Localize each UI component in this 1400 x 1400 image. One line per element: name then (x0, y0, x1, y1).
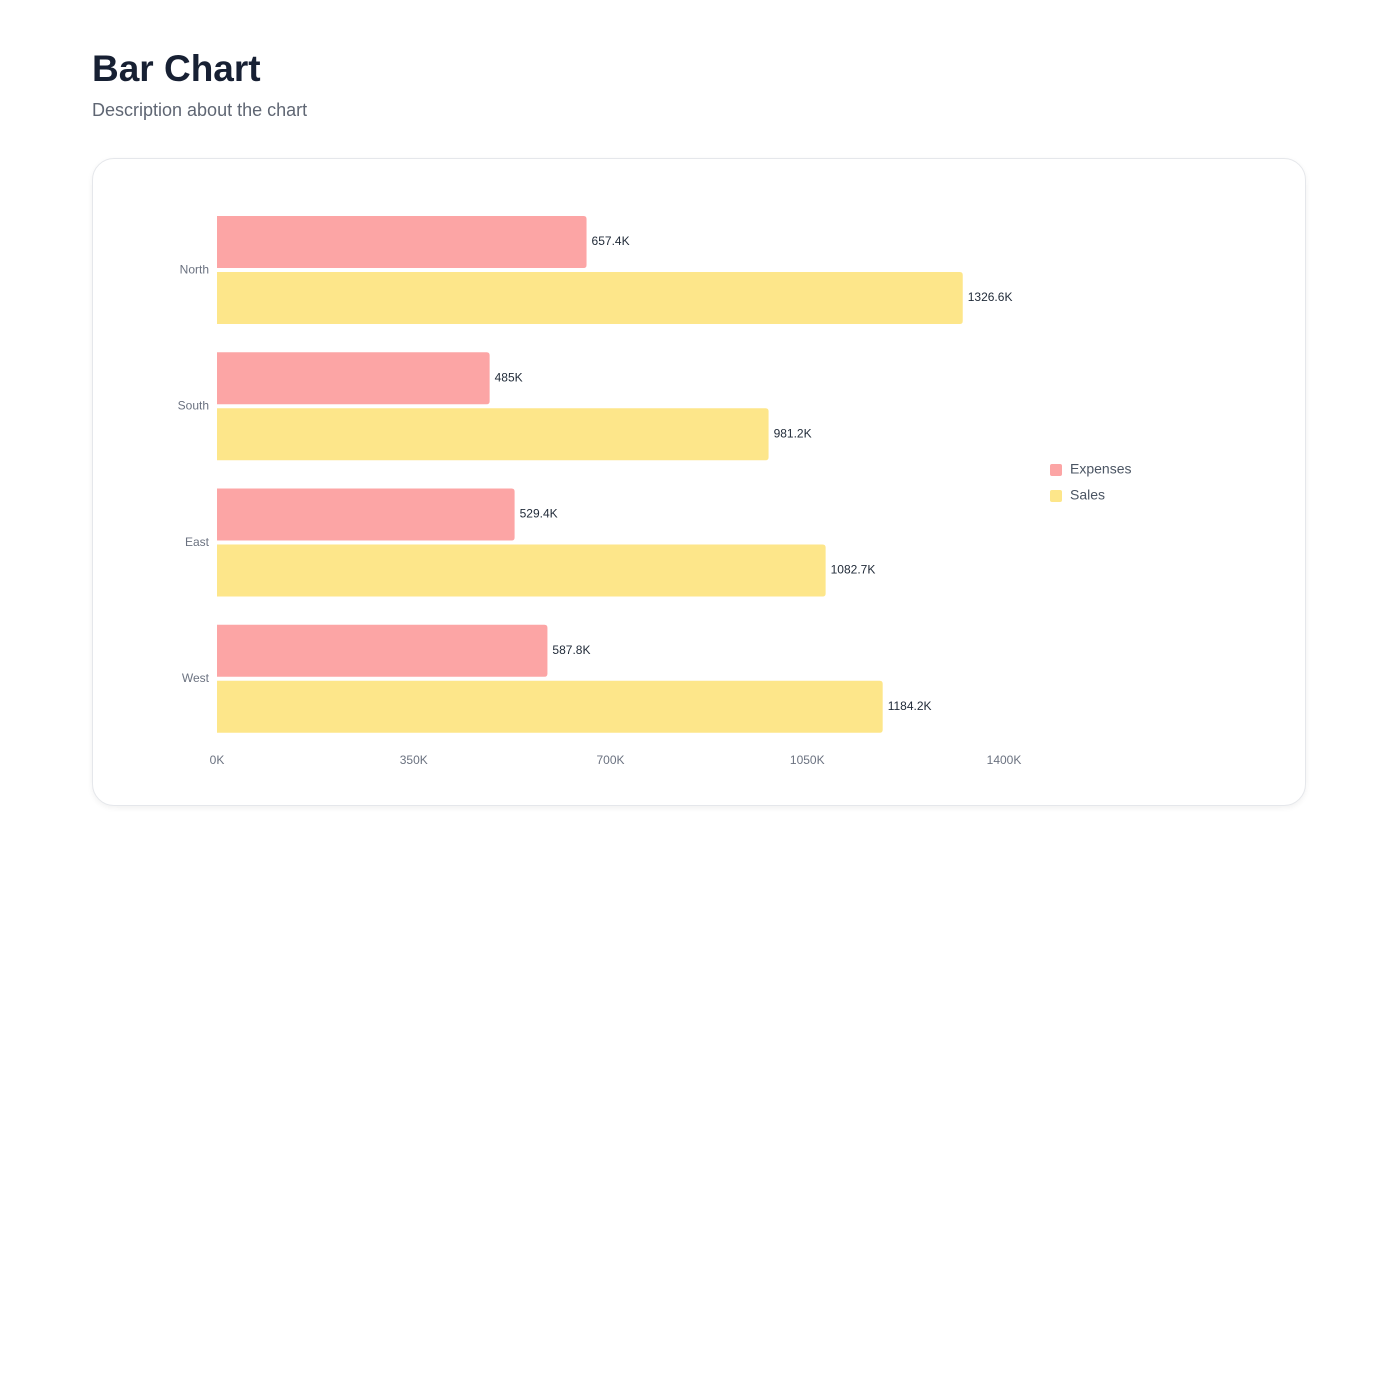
bar (217, 624, 548, 677)
value-label: 529.4K (520, 507, 558, 521)
legend-swatch (1050, 464, 1062, 476)
chart-title: Bar Chart (92, 48, 261, 89)
bar (217, 488, 515, 541)
bar (217, 408, 769, 461)
value-label: 485K (495, 370, 523, 384)
chart-subtitle: Description about the chart (92, 100, 308, 120)
x-tick-label: 1400K (987, 753, 1022, 767)
bar (217, 544, 826, 597)
x-tick-label: 0K (210, 753, 225, 767)
bar (217, 680, 883, 733)
legend-swatch (1050, 490, 1062, 502)
value-label: 1326.6K (968, 290, 1013, 304)
y-tick-label: South (178, 399, 209, 413)
y-tick-label: West (182, 671, 210, 685)
x-tick-label: 350K (400, 753, 428, 767)
x-tick-label: 1050K (790, 753, 825, 767)
legend-label: Expenses (1070, 461, 1131, 477)
value-label: 587.8K (552, 643, 590, 657)
bar (217, 352, 490, 405)
y-tick-label: North (180, 262, 209, 276)
bar (217, 216, 587, 268)
value-label: 1082.7K (831, 563, 876, 577)
x-tick-label: 700K (596, 753, 624, 767)
legend-label: Sales (1070, 487, 1105, 503)
value-label: 1184.2K (888, 699, 932, 713)
value-label: 981.2K (774, 426, 812, 440)
y-tick-label: East (185, 535, 210, 549)
value-label: 657.4K (592, 234, 630, 248)
bar (217, 272, 963, 324)
